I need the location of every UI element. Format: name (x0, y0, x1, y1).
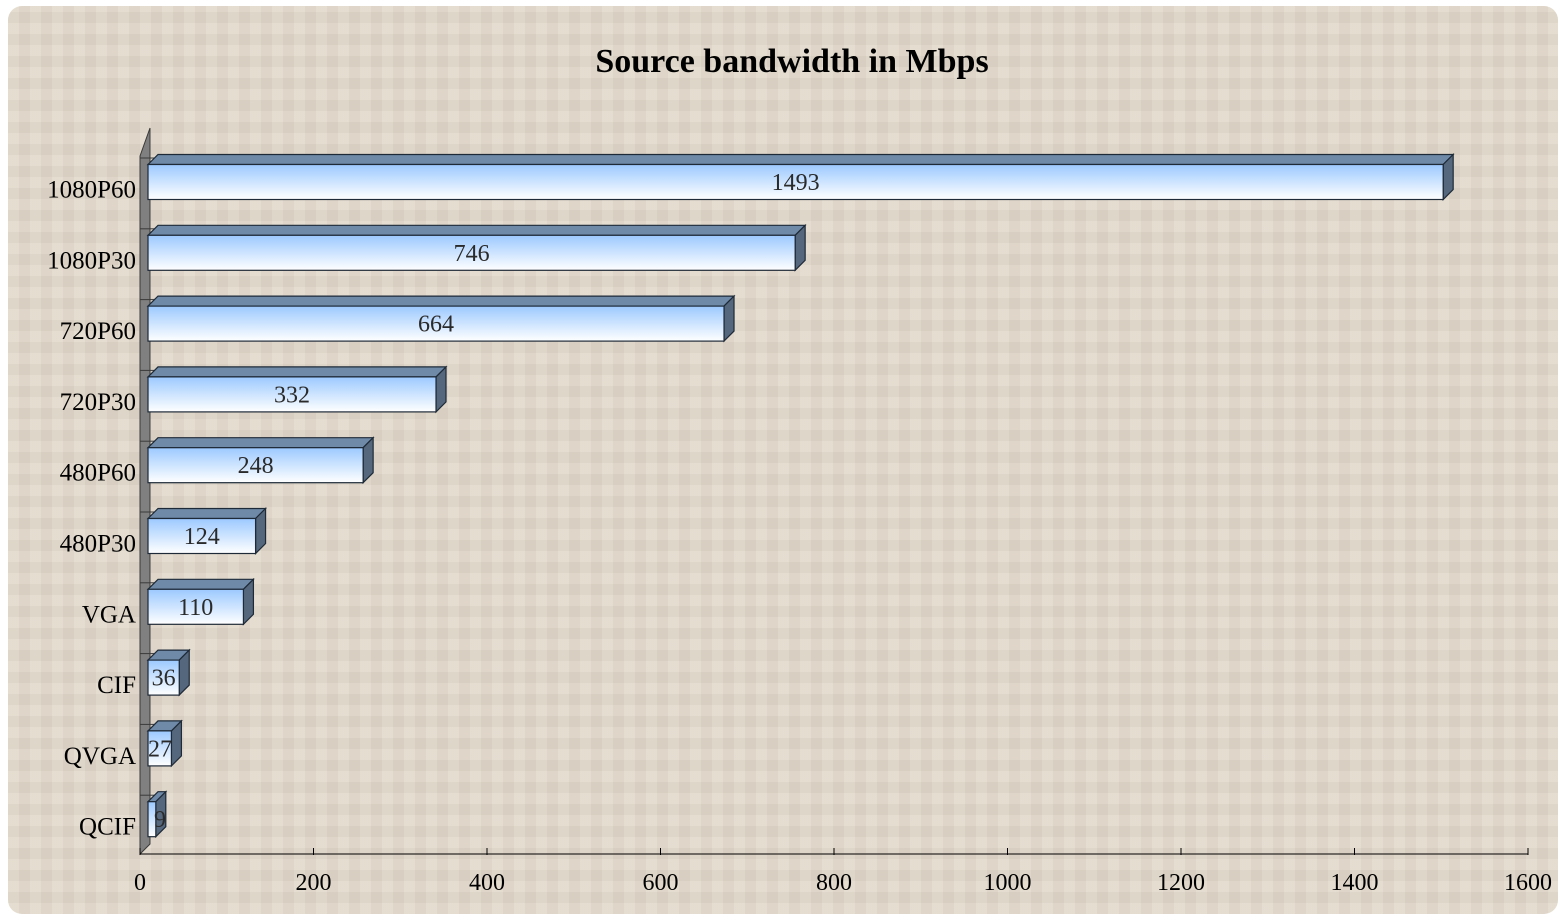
bar-front-face (147, 376, 437, 413)
category-label: 1080P60 (47, 177, 136, 204)
data-label: 9 (154, 807, 166, 833)
bar-top-face (146, 224, 807, 236)
data-label: 124 (184, 524, 220, 550)
category-label: 480P30 (60, 531, 136, 558)
bar-front-face (147, 234, 796, 271)
data-label: 110 (178, 595, 213, 621)
x-tick-label: 0 (134, 870, 146, 896)
category-label: 720P30 (60, 389, 136, 416)
data-label: 27 (148, 736, 172, 762)
bar (146, 223, 807, 272)
bar (146, 153, 1455, 201)
bar-top-face (146, 578, 255, 590)
bar-front-face (147, 305, 725, 342)
category-label: QVGA (64, 743, 136, 770)
bar-front-face (147, 801, 157, 838)
bar-front-face (147, 730, 173, 767)
bar (146, 648, 191, 697)
bar (146, 365, 448, 414)
data-label: 664 (418, 312, 454, 338)
bar (146, 790, 168, 839)
bar (146, 577, 255, 626)
x-tick-label: 1400 (1331, 870, 1379, 896)
category-label: CIF (97, 672, 136, 699)
x-tick-label: 600 (643, 870, 679, 896)
x-tick-label: 1600 (1504, 870, 1552, 896)
category-label: 720P60 (60, 318, 136, 345)
bar-top-face (146, 295, 736, 307)
chart-title: Source bandwidth in Mbps (595, 43, 988, 80)
bar-front-face (147, 447, 364, 484)
bar-top-face (146, 507, 268, 520)
bar-front-face (147, 659, 180, 696)
data-label: 746 (454, 241, 490, 267)
category-label: QCIF (79, 814, 136, 841)
bar-front-face (147, 588, 245, 625)
bar (146, 436, 375, 485)
bar (146, 507, 268, 555)
bar-front-face (147, 517, 257, 555)
category-label: 1080P30 (47, 247, 136, 274)
x-tick-label: 200 (296, 870, 332, 896)
x-tick-label: 800 (816, 870, 852, 896)
data-label: 36 (152, 666, 176, 692)
category-label: 480P60 (60, 460, 136, 487)
bar (146, 294, 736, 343)
bar-top-face (146, 366, 448, 378)
data-label: 1493 (772, 170, 820, 196)
chart-panel: Source bandwidth in Mbps 0 200 400 600 800 10… (8, 6, 1558, 914)
x-tick-label: 1200 (1157, 870, 1205, 896)
data-label: 248 (238, 453, 274, 479)
bar-top-face (146, 153, 1455, 166)
category-label: VGA (82, 601, 136, 628)
bar (146, 719, 183, 768)
bar-chart: Source bandwidth in Mbps 0 200 400 600 800 10… (47, 43, 1552, 896)
x-tick-label: 1000 (984, 870, 1032, 896)
bar-top-face (146, 437, 375, 449)
data-label: 332 (274, 382, 310, 408)
x-tick-label: 400 (469, 870, 505, 896)
bar-front-face (147, 163, 1444, 201)
